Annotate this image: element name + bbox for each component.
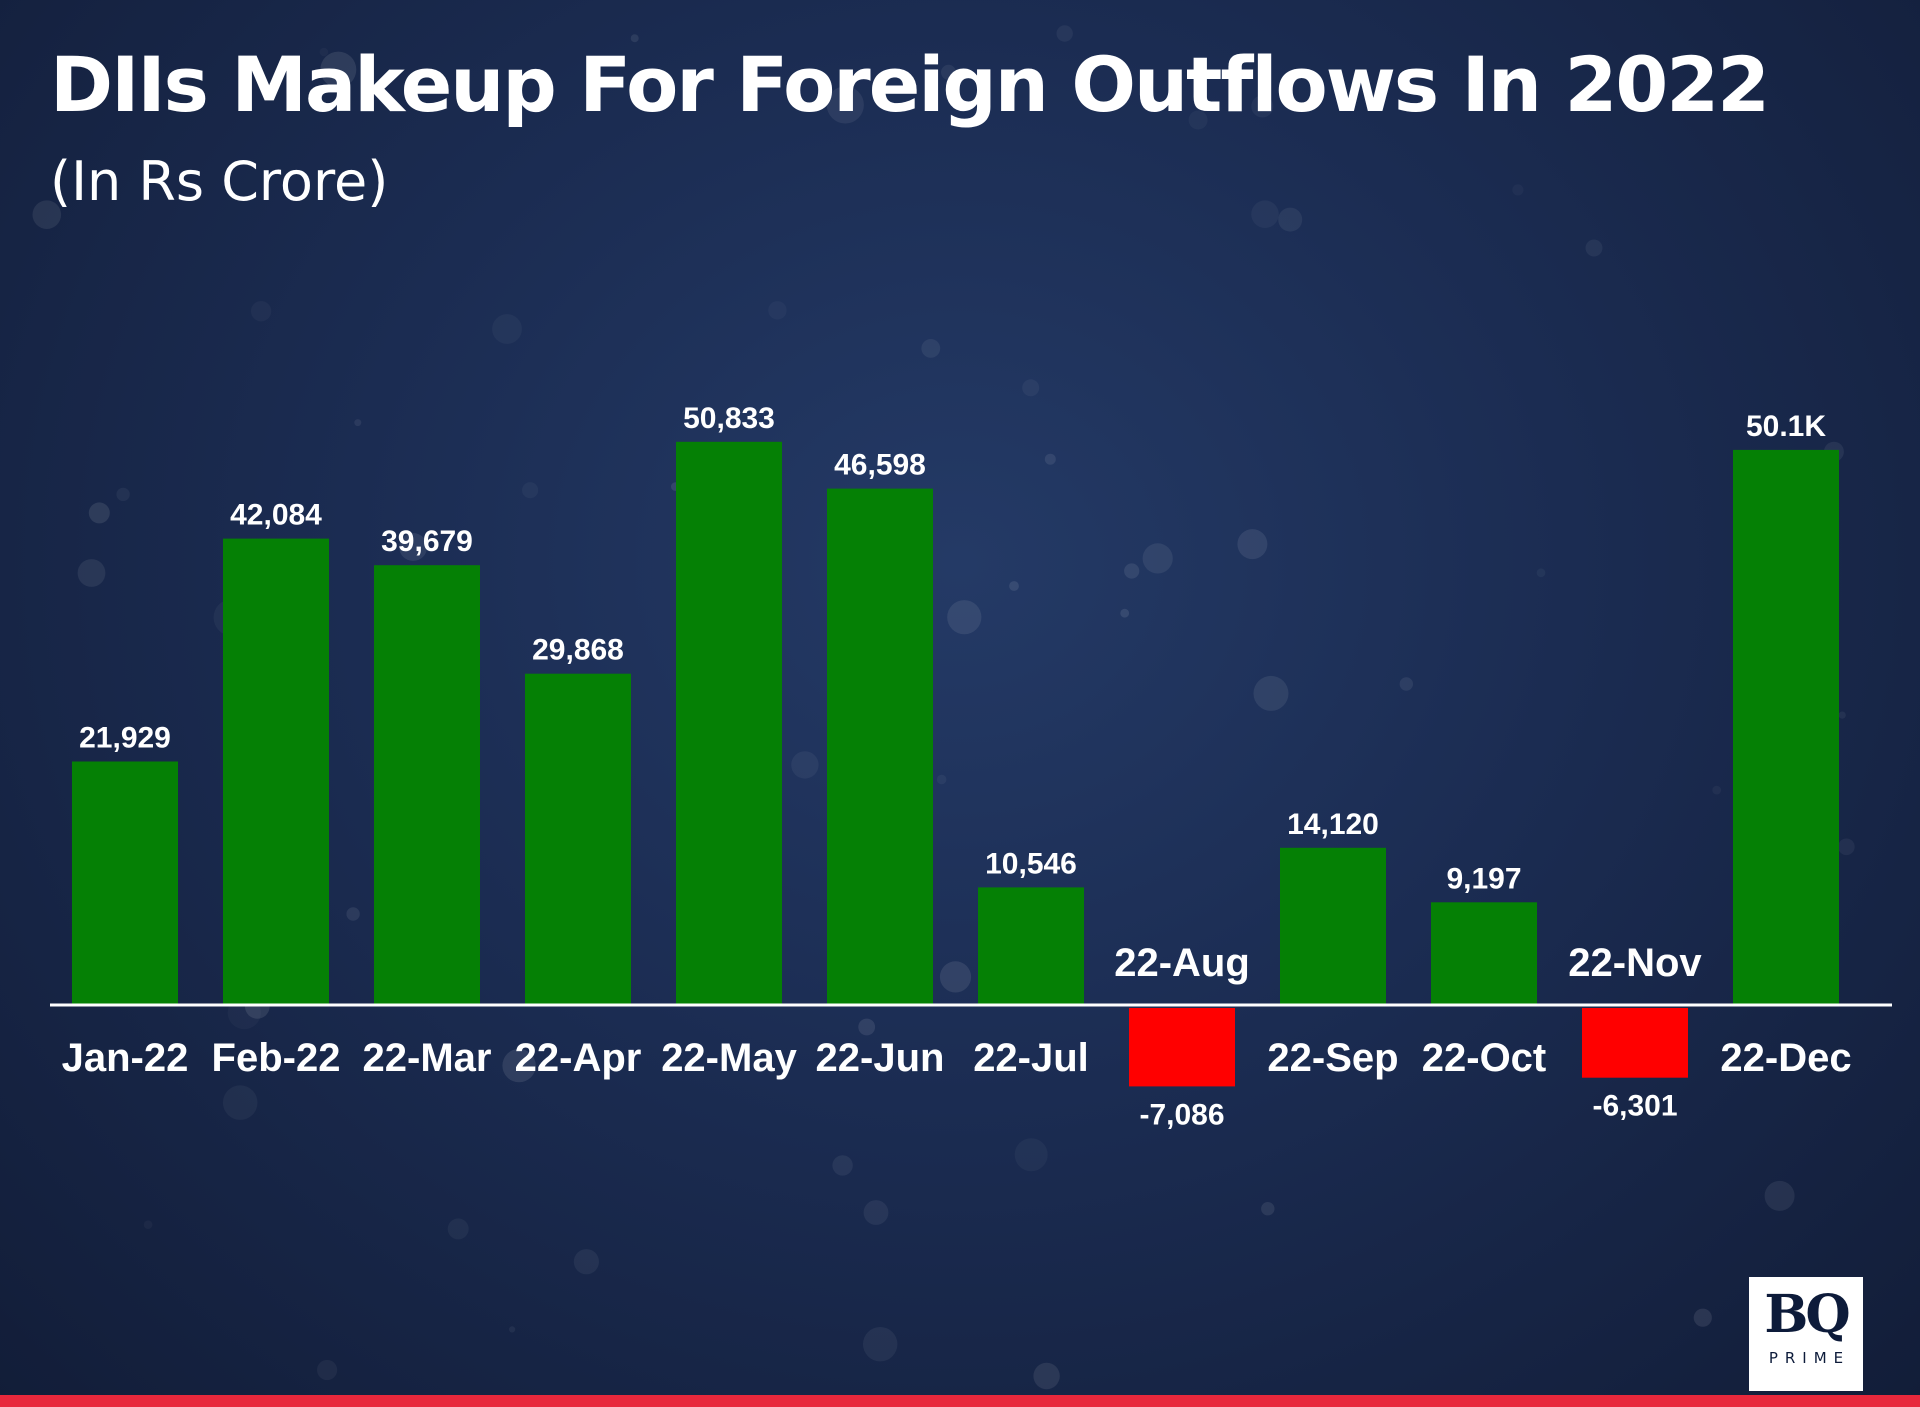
data-label: -7,086 [1139, 1098, 1224, 1131]
bokeh-dot [630, 34, 639, 43]
bokeh-dot [863, 1200, 889, 1225]
data-label: 9,197 [1446, 862, 1521, 895]
bar-22-may [676, 441, 782, 1004]
data-label: 21,929 [79, 722, 171, 755]
bokeh-dot [1142, 543, 1173, 574]
bokeh-dot [921, 339, 941, 358]
bokeh-dot [222, 1085, 258, 1120]
category-label: 22-Apr [515, 1036, 642, 1080]
data-label: 50,833 [683, 402, 775, 435]
bokeh-dot [941, 64, 956, 80]
bokeh-dot [1237, 529, 1268, 560]
bokeh-dot [320, 51, 357, 88]
data-label: 50.1K [1746, 410, 1826, 443]
category-label: 22-Oct [1422, 1036, 1547, 1080]
bokeh-dot [826, 86, 864, 124]
category-label: 22-Sep [1267, 1036, 1398, 1080]
bar-22-mar [374, 565, 480, 1004]
bokeh-dot [1044, 453, 1056, 465]
bokeh-dot [354, 419, 362, 427]
category-label: 22-Mar [363, 1036, 492, 1080]
bar-22-apr [525, 673, 631, 1004]
bokeh-dot [1022, 379, 1040, 397]
bokeh-dot [947, 600, 982, 635]
data-label: 42,084 [230, 499, 322, 532]
data-label: -6,301 [1592, 1090, 1677, 1123]
bokeh-dot [1278, 207, 1303, 232]
data-label: 29,868 [532, 634, 624, 667]
data-label: 46,598 [834, 449, 926, 482]
bar-22-aug [1129, 1008, 1235, 1087]
bokeh-dot [832, 1155, 853, 1176]
bar-feb-22 [223, 538, 329, 1004]
bokeh-dot [502, 1048, 536, 1083]
bokeh-dot [77, 559, 106, 587]
bokeh-dot [346, 907, 360, 921]
bar-22-jul [978, 887, 1084, 1004]
bar-jan-22 [72, 761, 178, 1004]
bokeh-dot [399, 533, 428, 561]
bq-prime-logo: BQ PRIME [1749, 1277, 1863, 1391]
data-label: 10,546 [985, 847, 1077, 880]
logo-subtext: PRIME [1768, 1349, 1851, 1367]
category-label: 22-Dec [1720, 1036, 1851, 1080]
page-subtitle: (In Rs Crore) [50, 150, 389, 213]
bokeh-dot [1124, 563, 1140, 579]
bokeh-dot [1056, 25, 1073, 42]
bokeh-dot [317, 1359, 338, 1381]
bokeh-dot [1251, 200, 1279, 228]
bokeh-dot [1253, 675, 1289, 711]
data-label: 39,679 [381, 525, 473, 558]
bokeh-dot [1009, 581, 1019, 591]
bar-22-oct [1431, 902, 1537, 1004]
bar-22-nov [1582, 1008, 1688, 1078]
bokeh-dot [936, 774, 947, 785]
data-label: 14,120 [1287, 808, 1379, 841]
bokeh-dot [1764, 1180, 1795, 1211]
bokeh-dot [1838, 838, 1855, 856]
bottom-accent-stripe [0, 1395, 1920, 1407]
category-label: Jan-22 [62, 1036, 189, 1080]
bokeh-dot [1399, 677, 1414, 691]
bokeh-dot [1712, 785, 1722, 795]
bokeh-dot [1585, 239, 1603, 257]
bokeh-dot [32, 200, 62, 229]
bokeh-dot [1033, 1362, 1060, 1390]
logo-mark: BQ [1764, 1284, 1850, 1345]
bokeh-dot [508, 1326, 516, 1333]
bokeh-dot [791, 751, 819, 779]
category-label: 22-Jul [973, 1036, 1089, 1080]
category-label: 22-Nov [1568, 941, 1702, 985]
bokeh-dot [863, 1327, 898, 1362]
bokeh-dot [1838, 711, 1846, 719]
bokeh-dot [1251, 95, 1274, 118]
bar-22-jun [827, 488, 933, 1005]
category-label: 22-Jun [816, 1036, 945, 1080]
bokeh-dot [1693, 1308, 1712, 1327]
category-label: 22-May [661, 1036, 797, 1080]
category-label: 22-Aug [1114, 941, 1250, 985]
page-title: DIIs Makeup For Foreign Outflows In 2022 [50, 40, 1770, 129]
bokeh-dot [573, 1249, 600, 1275]
bokeh-dot [1014, 1138, 1048, 1172]
bokeh-dot [1120, 608, 1130, 618]
bokeh-dot [1536, 568, 1546, 578]
bokeh-dot [88, 502, 110, 524]
bar-22-sep [1280, 847, 1386, 1004]
bokeh-dot [116, 487, 130, 502]
bokeh-dot [1261, 1202, 1275, 1216]
bokeh-dot [447, 1218, 469, 1240]
bar-22-dec [1733, 449, 1839, 1004]
category-label: Feb-22 [212, 1036, 341, 1080]
bokeh-dot [522, 482, 539, 499]
bokeh-dot [858, 1018, 876, 1036]
bokeh-dot [939, 961, 972, 993]
